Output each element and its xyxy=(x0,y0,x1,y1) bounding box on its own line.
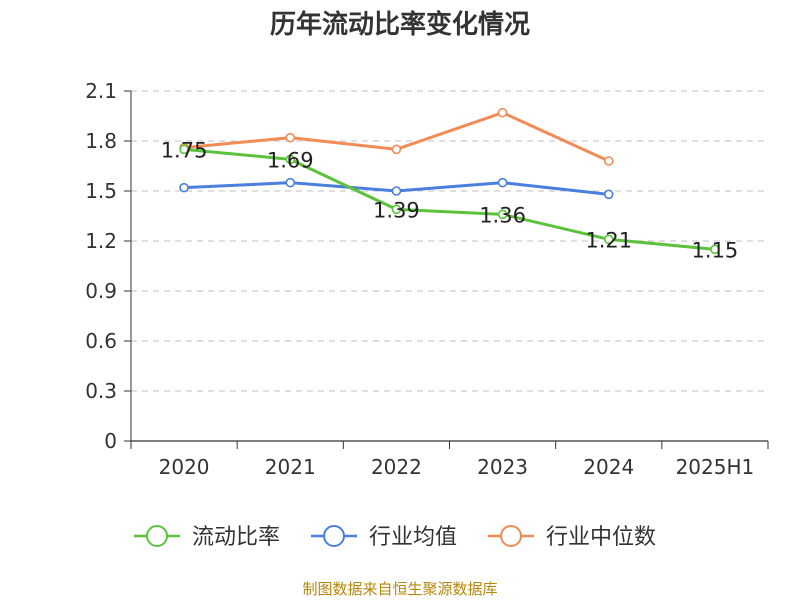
data-label: 1.15 xyxy=(692,238,739,262)
y-tick-label: 0 xyxy=(104,429,117,453)
data-label: 1.69 xyxy=(267,148,314,172)
data-point xyxy=(285,132,296,143)
chart-title: 历年流动比率变化情况 xyxy=(269,10,530,40)
data-point xyxy=(285,154,296,165)
y-tick-label: 1.2 xyxy=(85,229,117,253)
data-point xyxy=(391,204,402,215)
series-layer xyxy=(179,107,720,255)
y-tick-label: 2.1 xyxy=(85,79,117,103)
y-tick-label: 0.9 xyxy=(85,279,117,303)
y-tick-label: 0.3 xyxy=(85,379,117,403)
data-point xyxy=(179,144,189,155)
data-point xyxy=(391,144,402,155)
legend-marker xyxy=(146,525,168,547)
x-tick-label: 2020 xyxy=(159,455,210,479)
legend-label: 流动比率 xyxy=(192,525,280,550)
x-tick-label: 2025H1 xyxy=(676,455,755,479)
legend-label: 行业中位数 xyxy=(546,525,656,550)
series-1 xyxy=(179,177,614,200)
grid-lines xyxy=(131,90,768,392)
series-line xyxy=(183,147,716,251)
y-tick-label: 1.5 xyxy=(85,179,117,203)
series-0 xyxy=(179,144,720,255)
y-tick-label: 1.8 xyxy=(85,129,117,153)
data-label: 1.75 xyxy=(161,138,208,162)
x-tick-label: 2023 xyxy=(477,455,528,479)
legend-label: 行业均值 xyxy=(369,525,457,550)
data-point xyxy=(603,156,614,166)
data-point xyxy=(497,177,508,188)
data-label: 1.39 xyxy=(373,198,420,222)
data-point xyxy=(497,209,508,220)
data-point xyxy=(603,189,614,200)
y-tick-label: 0.6 xyxy=(85,329,117,353)
x-tick-label: 2022 xyxy=(371,455,422,479)
axes: 0 0.3 0.6 0.9 1.2 1.5 1.8 2.1 2020 2021 2022 2023 20… xyxy=(85,79,769,479)
legend-marker xyxy=(323,525,345,547)
data-point xyxy=(179,182,189,193)
data-point xyxy=(497,107,508,118)
data-point xyxy=(285,177,296,188)
legend-item[interactable]: 行业中位数 xyxy=(488,525,656,550)
data-point xyxy=(710,244,720,255)
legend-marker xyxy=(500,525,522,547)
legend-item[interactable]: 行业均值 xyxy=(311,525,457,550)
data-point xyxy=(603,234,614,245)
legend-item[interactable]: 流动比率 xyxy=(134,525,280,550)
data-label: 1.21 xyxy=(585,228,632,252)
legend: 流动比率 行业均值 行业中位数 xyxy=(134,525,656,550)
data-labels: 1.75 1.69 1.39 1.36 1.21 1.15 xyxy=(161,138,739,262)
data-point xyxy=(391,186,402,196)
data-label: 1.36 xyxy=(479,203,526,227)
x-tick-label: 2024 xyxy=(583,455,634,479)
source-note: 制图数据来自恒生聚源数据库 xyxy=(302,580,498,598)
x-tick-label: 2021 xyxy=(265,455,316,479)
